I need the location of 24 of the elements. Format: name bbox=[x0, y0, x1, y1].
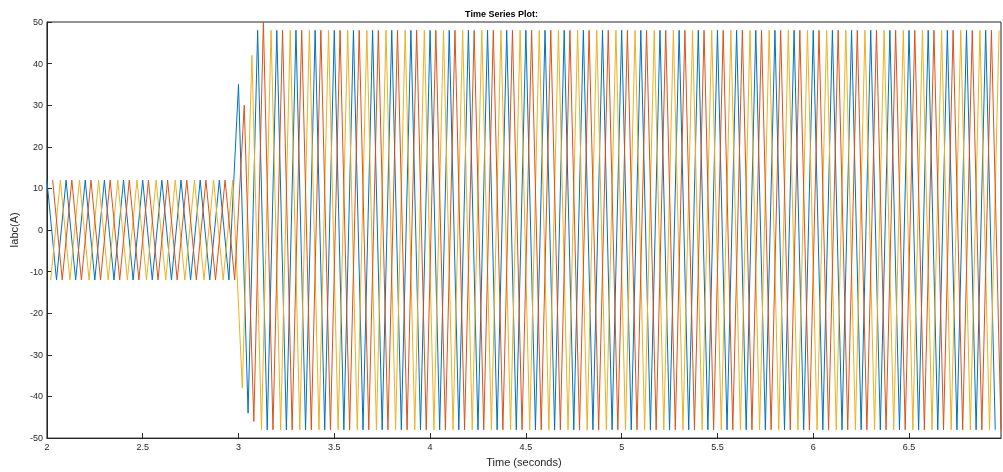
x-tick-label: 6.5 bbox=[902, 441, 916, 452]
y-tick-label: -40 bbox=[29, 391, 43, 402]
y-tick-label: 10 bbox=[32, 183, 43, 194]
y-tick-label: -50 bbox=[29, 433, 43, 444]
y-tick-label: 50 bbox=[32, 17, 43, 27]
chart-title: Time Series Plot: bbox=[465, 8, 538, 19]
x-tick-label: 4 bbox=[427, 441, 433, 452]
x-tick-label: 4.5 bbox=[519, 441, 533, 452]
x-tick-label: 3.5 bbox=[328, 441, 341, 452]
y-tick-label: 40 bbox=[32, 58, 43, 69]
y-tick-label: 20 bbox=[32, 141, 43, 152]
x-tick-label: 2.5 bbox=[136, 441, 149, 452]
y-tick-label: -20 bbox=[29, 308, 43, 319]
y-axis-title: Iabc(A) bbox=[7, 212, 20, 248]
x-tick-label: 5.5 bbox=[711, 441, 724, 452]
x-tick-label: 2 bbox=[44, 441, 50, 452]
x-axis-title: Time (seconds) bbox=[486, 455, 562, 468]
x-tick-label: 3 bbox=[235, 441, 241, 452]
x-tick-label: 6 bbox=[810, 441, 816, 452]
y-tick-label: 0 bbox=[37, 225, 43, 236]
x-tick-label: 5 bbox=[619, 441, 625, 452]
y-tick-label: -10 bbox=[29, 266, 43, 277]
y-tick-label: -30 bbox=[29, 349, 43, 360]
y-tick-label: 30 bbox=[32, 100, 43, 111]
